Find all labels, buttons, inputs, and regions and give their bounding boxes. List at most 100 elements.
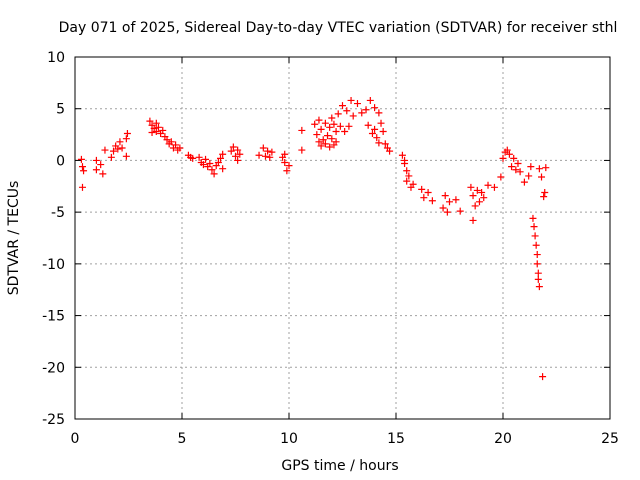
data-point [353, 100, 361, 108]
data-point [371, 125, 379, 133]
plot-area-border [74, 56, 611, 420]
grid [75, 57, 610, 419]
data-point [379, 127, 387, 135]
y-axis-label: SDTVAR / TECUs [6, 181, 22, 296]
data-point [368, 130, 376, 138]
data-point [261, 152, 269, 160]
data-point [527, 163, 535, 171]
data-point [510, 154, 518, 162]
data-point [505, 150, 513, 158]
data-point [208, 166, 216, 174]
data-point [317, 142, 325, 150]
data-point [420, 194, 428, 202]
data-point [236, 150, 244, 158]
chart-title: Day 071 of 2025, Sidereal Day-to-day VTE… [59, 20, 618, 36]
data-point [456, 207, 464, 215]
data-point [326, 123, 334, 131]
data-point [152, 127, 160, 135]
data-point [480, 194, 488, 202]
data-point [452, 196, 460, 204]
data-point [362, 106, 370, 114]
data-point [101, 146, 109, 154]
data-point [534, 275, 542, 283]
data-point [345, 122, 353, 130]
data-point [255, 151, 263, 159]
x-tick-label: 10 [280, 431, 298, 447]
data-point [146, 117, 154, 125]
x-axis-label: GPS time / hours [281, 458, 398, 474]
data-point [114, 145, 122, 153]
data-point [328, 135, 336, 143]
data-point [499, 154, 507, 162]
data-point [118, 144, 126, 152]
data-point [321, 119, 329, 127]
data-point [330, 120, 338, 128]
x-tick-label: 5 [178, 431, 187, 447]
data-point [317, 125, 325, 133]
data-point [424, 188, 432, 196]
data-point [298, 126, 306, 134]
data-point [443, 208, 451, 216]
data-point [534, 269, 542, 277]
data-point [167, 138, 175, 146]
data-point [315, 116, 323, 124]
data-point [475, 198, 483, 206]
data-point [538, 173, 546, 181]
data-point [334, 110, 342, 118]
data-point [163, 136, 171, 144]
data-point [281, 150, 289, 158]
data-point [371, 104, 379, 112]
y-tick-label: 5 [56, 102, 65, 118]
data-point [471, 202, 479, 210]
data-point [199, 161, 207, 169]
data-point [341, 127, 349, 135]
data-point [227, 147, 235, 155]
data-point [219, 150, 227, 158]
data-point [122, 135, 130, 143]
data-point [520, 178, 528, 186]
data-point [234, 156, 242, 164]
data-point [535, 165, 543, 173]
data-point [97, 161, 105, 169]
y-tick-label: 0 [56, 153, 65, 169]
data-point [508, 163, 516, 171]
data-point [497, 173, 505, 181]
data-point [229, 143, 237, 151]
data-point [107, 153, 115, 161]
data-point [206, 160, 214, 168]
data-point [403, 177, 411, 185]
x-tick-label: 20 [494, 431, 512, 447]
data-point [533, 251, 541, 259]
data-point [210, 170, 218, 178]
data-point [78, 183, 86, 191]
data-point [503, 146, 511, 154]
data-point [202, 155, 210, 163]
data-point [172, 141, 180, 149]
x-tick-label: 0 [71, 431, 80, 447]
data-point [540, 193, 548, 201]
data-point [525, 172, 533, 180]
data-point [542, 164, 550, 172]
data-point [535, 283, 543, 291]
data-point [469, 216, 477, 224]
data-points [77, 96, 550, 381]
data-point [319, 136, 327, 144]
data-point [405, 172, 413, 180]
y-tick-label: -20 [42, 360, 65, 376]
data-point [514, 160, 522, 168]
data-point [347, 96, 355, 104]
data-point [409, 180, 417, 188]
data-point [375, 109, 383, 117]
data-point [529, 214, 537, 222]
data-point [264, 147, 272, 155]
data-point [152, 119, 160, 127]
data-point [339, 102, 346, 110]
data-point [266, 153, 274, 161]
data-point [217, 154, 225, 162]
data-point [77, 155, 85, 163]
data-point [313, 131, 321, 139]
data-point [541, 188, 549, 196]
data-point [123, 130, 131, 138]
data-point [386, 147, 394, 155]
data-point [516, 168, 524, 176]
